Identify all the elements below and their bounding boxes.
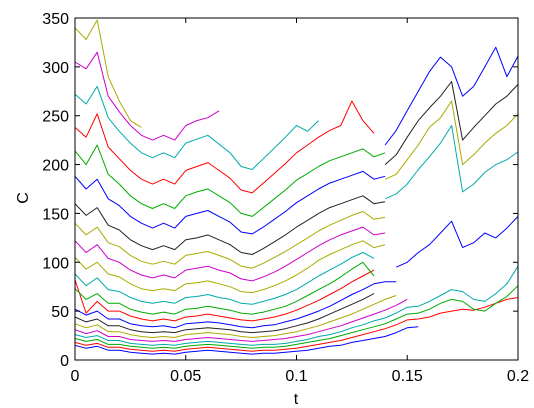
series-line-14 [74, 211, 386, 269]
series-layer [74, 19, 519, 355]
series-line-25 [384, 81, 519, 165]
series-line-6 [74, 295, 397, 338]
axes-layer: 0 0.05 0.1 0.15 0.2 0 50 100 150 200 250 300 350 [42, 11, 529, 385]
series-line-24 [384, 100, 519, 180]
y-tick-label: 50 [51, 304, 69, 321]
y-tick-label: 150 [42, 206, 69, 223]
series-line-17 [74, 144, 386, 217]
x-tick-label: 0.15 [392, 368, 423, 385]
y-tick-label: 300 [42, 60, 69, 77]
series-line-23 [384, 125, 519, 200]
y-tick-label: 350 [42, 11, 69, 28]
series-line-16 [74, 170, 386, 235]
series-line-22 [395, 216, 519, 268]
y-tick-label: 100 [42, 255, 69, 272]
series-line-1 [74, 326, 419, 355]
series-line-4 [74, 265, 519, 346]
series-line-18 [74, 100, 375, 194]
series-line-7 [74, 293, 375, 334]
y-axis-label: C [15, 192, 32, 204]
series-line-20 [74, 51, 220, 141]
series-line-3 [74, 285, 519, 349]
series-line-15 [74, 195, 386, 255]
series-line-8 [74, 281, 397, 329]
x-tick-label: 0.05 [170, 368, 201, 385]
y-tick-label: 0 [60, 353, 69, 370]
x-tick-label: 0.1 [285, 368, 307, 385]
y-tick-label: 200 [42, 158, 69, 175]
series-line-12 [74, 240, 386, 294]
series-line-9 [74, 269, 375, 322]
x-tick-label: 0.2 [507, 368, 529, 385]
series-line-26 [384, 46, 519, 146]
series-line-19 [74, 85, 319, 170]
series-line-10 [74, 261, 375, 315]
series-line-2 [74, 297, 519, 352]
series-line-5 [74, 298, 408, 342]
x-tick-label: 0 [71, 368, 80, 385]
series-line-21 [74, 19, 142, 128]
x-axis-label: t [294, 391, 299, 408]
y-tick-label: 250 [42, 109, 69, 126]
series-line-11 [74, 252, 375, 305]
plot-frame [74, 17, 519, 361]
series-line-13 [74, 226, 386, 282]
